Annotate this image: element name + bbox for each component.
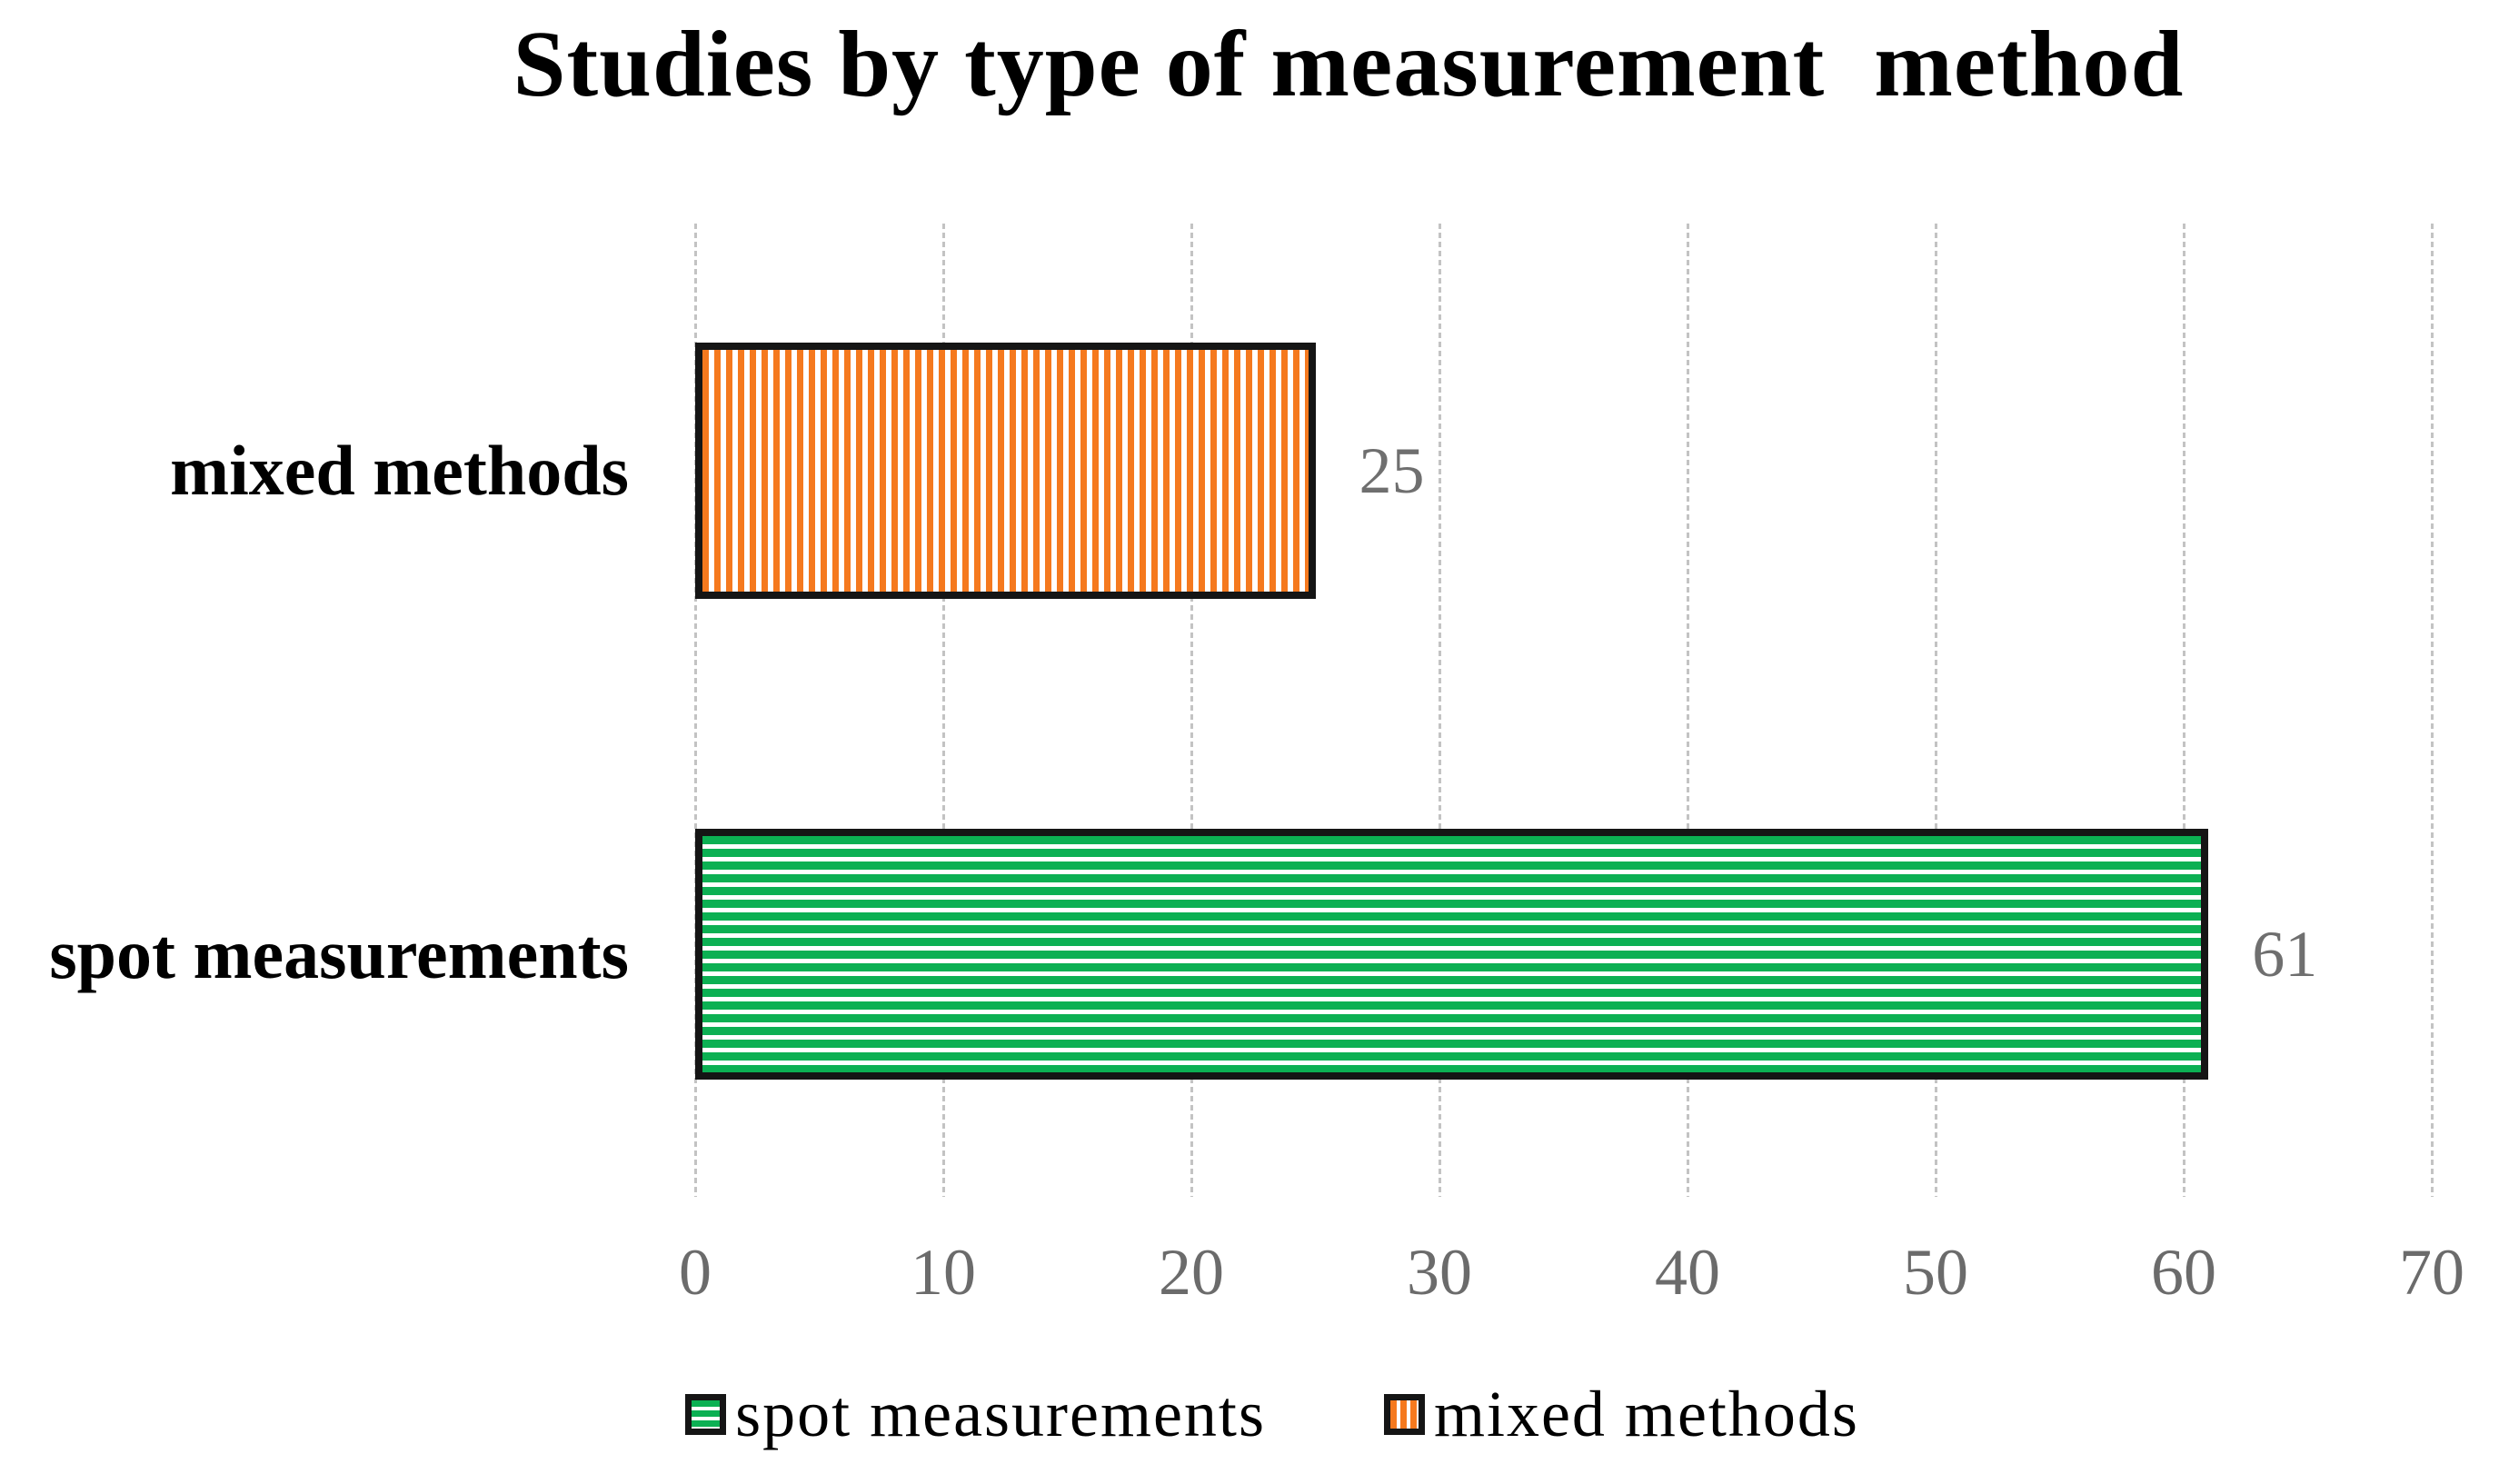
legend-label-mixed-methods: mixed methods: [1433, 1378, 1859, 1450]
category-label-spot-measurements: spot measurements: [49, 914, 629, 993]
x-tick-label-30: 30: [1407, 1236, 1472, 1309]
category-label-mixed-methods: mixed methods: [170, 431, 629, 510]
legend-item-mixed-methods: mixed methods: [1383, 1378, 1859, 1450]
x-tick-label-10: 10: [911, 1236, 976, 1309]
data-label-spot-measurements: 61: [2252, 918, 2318, 991]
x-tick-label-70: 70: [2399, 1236, 2464, 1309]
legend-label-spot-measurements: spot measurements: [735, 1378, 1266, 1450]
gridline-40: [1687, 224, 1689, 1197]
legend: spot measurements mixed methods: [23, 1378, 2499, 1450]
chart-title: Studies by type of measurement method: [513, 12, 2185, 116]
plot-area: [694, 224, 2434, 1197]
bar-spot-measurements: [695, 829, 2209, 1080]
bar-mixed-methods: [695, 343, 1316, 599]
x-tick-label-60: 60: [2151, 1236, 2216, 1309]
gridline-70: [2431, 224, 2434, 1197]
legend-swatch-spot-measurements: [685, 1393, 727, 1435]
legend-item-spot-measurements: spot measurements: [685, 1378, 1266, 1450]
x-tick-label-50: 50: [1903, 1236, 1968, 1309]
x-tick-label-20: 20: [1159, 1236, 1224, 1309]
gridline-10: [942, 224, 945, 1197]
gridline-50: [1935, 224, 1937, 1197]
gridline-60: [2183, 224, 2185, 1197]
data-label-mixed-methods: 25: [1359, 434, 1425, 507]
gridline-30: [1439, 224, 1441, 1197]
x-tick-label-0: 0: [679, 1236, 712, 1309]
gridline-0: [694, 224, 697, 1197]
x-tick-label-40: 40: [1655, 1236, 1720, 1309]
legend-swatch-mixed-methods: [1383, 1393, 1425, 1435]
gridline-20: [1190, 224, 1193, 1197]
